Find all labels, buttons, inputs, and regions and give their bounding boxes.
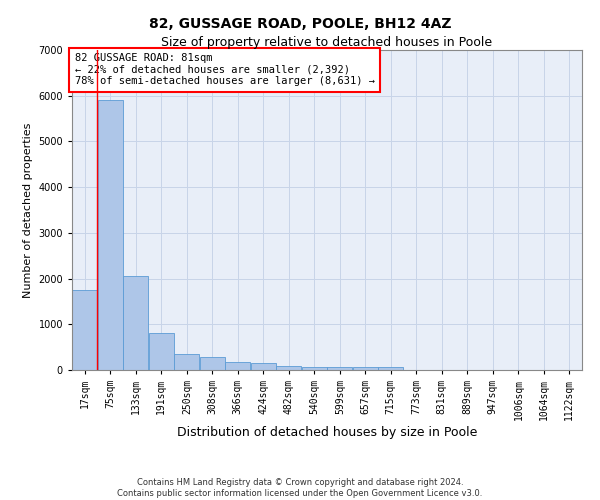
Bar [379,368,403,370]
Bar [72,290,97,370]
Bar [225,362,250,370]
Bar [98,100,122,370]
Y-axis label: Number of detached properties: Number of detached properties [23,122,33,298]
Bar [175,354,199,370]
Text: Contains HM Land Registry data © Crown copyright and database right 2024.
Contai: Contains HM Land Registry data © Crown c… [118,478,482,498]
Text: 82, GUSSAGE ROAD, POOLE, BH12 4AZ: 82, GUSSAGE ROAD, POOLE, BH12 4AZ [149,18,451,32]
Bar [302,367,327,370]
Bar [251,363,275,370]
Bar [123,276,148,370]
Bar [200,356,225,370]
Text: 82 GUSSAGE ROAD: 81sqm
← 22% of detached houses are smaller (2,392)
78% of semi-: 82 GUSSAGE ROAD: 81sqm ← 22% of detached… [74,53,374,86]
Bar [353,368,378,370]
Bar [149,332,174,370]
X-axis label: Distribution of detached houses by size in Poole: Distribution of detached houses by size … [177,426,477,438]
Bar [328,368,352,370]
Title: Size of property relative to detached houses in Poole: Size of property relative to detached ho… [161,36,493,49]
Bar [276,366,301,370]
